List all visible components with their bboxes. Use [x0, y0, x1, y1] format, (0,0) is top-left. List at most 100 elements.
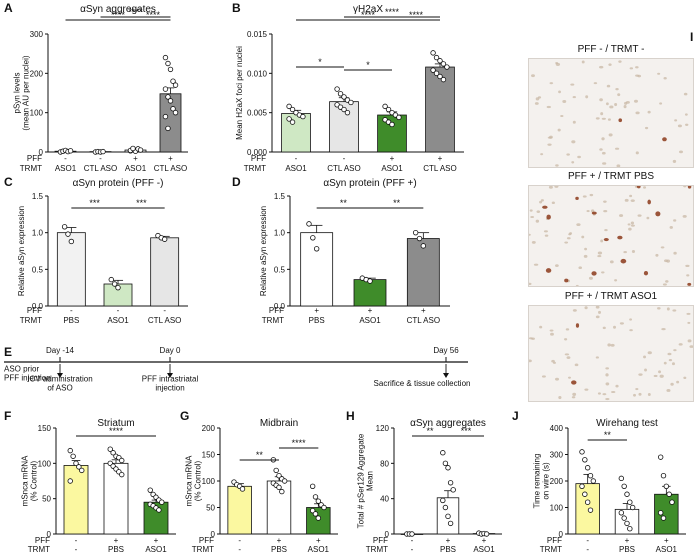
data-point [627, 526, 633, 532]
nucleus [657, 307, 661, 310]
nucleus [673, 251, 677, 255]
pff-label: - [295, 154, 298, 163]
nucleus [583, 254, 588, 258]
nucleus [529, 209, 533, 212]
y-tick-label: 0 [47, 530, 52, 539]
nucleus [671, 362, 675, 366]
nucleus [635, 387, 639, 391]
sig-label: ** [256, 450, 264, 460]
row-label-pff: PFF [373, 536, 388, 545]
y-tick-label: 1.5 [274, 192, 286, 201]
data-point [440, 76, 447, 83]
positive-cell [591, 271, 597, 276]
nucleus [571, 396, 576, 399]
y-tick-label: 0 [39, 148, 44, 157]
nucleus [616, 164, 621, 167]
micrograph-title-1: PFF - / TRMT - [577, 44, 645, 55]
nucleus [664, 259, 668, 263]
data-point [624, 491, 630, 497]
nucleus [633, 393, 636, 397]
y-tick-label: 100 [30, 109, 44, 118]
nucleus [663, 77, 667, 80]
micrograph-title-2: PFF + / TRMT PBS [567, 171, 655, 182]
data-point [440, 450, 446, 456]
y-tick-label: 0.010 [247, 69, 268, 78]
data-point [579, 449, 585, 455]
y-tick-label: 400 [550, 424, 564, 433]
y-tick-label: 0.015 [247, 30, 268, 39]
nucleus [536, 210, 541, 213]
data-point [70, 453, 76, 459]
nucleus [595, 315, 600, 319]
positive-cell [620, 258, 627, 264]
y-tick-label: 0.0 [32, 302, 44, 311]
data-point [430, 50, 436, 56]
nucleus [682, 214, 687, 218]
data-point [660, 473, 667, 479]
micrograph-3-image [529, 306, 693, 401]
positive-cell [564, 278, 569, 283]
data-point [119, 457, 125, 464]
nucleus [625, 100, 630, 104]
nucleus [560, 114, 564, 118]
sig-label: **** [111, 10, 126, 20]
data-point [412, 229, 419, 236]
sig-label: **** [409, 10, 424, 20]
trmt-label: ASO1 [145, 545, 167, 554]
trmt-label: ASO1 [359, 316, 381, 325]
pff-label: + [625, 536, 630, 545]
nucleus [609, 260, 614, 264]
nucleus [618, 60, 622, 63]
nucleus [607, 343, 611, 347]
data-point [341, 106, 347, 113]
bar [103, 462, 129, 535]
y-tick-label: 0.000 [247, 148, 268, 157]
nucleus [615, 147, 620, 150]
nucleus [635, 74, 639, 77]
tissue-background [529, 306, 693, 401]
trmt-label: ASO1 [381, 164, 403, 173]
data-point [65, 231, 71, 237]
data-point [367, 278, 373, 284]
data-point [590, 478, 597, 484]
data-point [337, 91, 344, 97]
nucleus [534, 102, 539, 105]
data-point [170, 106, 176, 112]
nucleus [562, 100, 567, 103]
nucleus [555, 377, 560, 381]
sig-label: **** [292, 438, 307, 448]
nucleus [605, 382, 610, 386]
data-point [172, 109, 179, 116]
nucleus [533, 263, 539, 266]
micrograph-1 [528, 58, 694, 168]
pff-label: + [314, 306, 319, 315]
positive-cell [603, 238, 609, 242]
data-point [621, 515, 627, 521]
data-point [73, 460, 79, 467]
micrograph-2 [528, 185, 694, 287]
row-label-trmt: TRMT [540, 545, 562, 554]
nucleus [564, 353, 570, 356]
y-tick-label: 0 [559, 530, 564, 539]
nucleus [600, 239, 604, 243]
nucleus [677, 124, 682, 128]
nucleus [628, 227, 632, 231]
y-axis-label: Time remainingon wire (s) [533, 454, 551, 509]
nucleus [602, 393, 607, 396]
data-point [167, 66, 174, 73]
nucleus [546, 105, 551, 109]
nucleus [613, 325, 616, 329]
bar [150, 237, 180, 307]
y-axis-label: mSnca mRNA(% Control) [185, 455, 203, 506]
data-point [437, 58, 443, 64]
data-point [440, 497, 446, 504]
nucleus [540, 199, 544, 202]
nucleus [571, 161, 575, 164]
nucleus [683, 186, 687, 188]
nucleus [687, 321, 691, 324]
data-point [483, 531, 490, 537]
pff-label: + [168, 154, 173, 163]
pff-label: + [133, 154, 138, 163]
